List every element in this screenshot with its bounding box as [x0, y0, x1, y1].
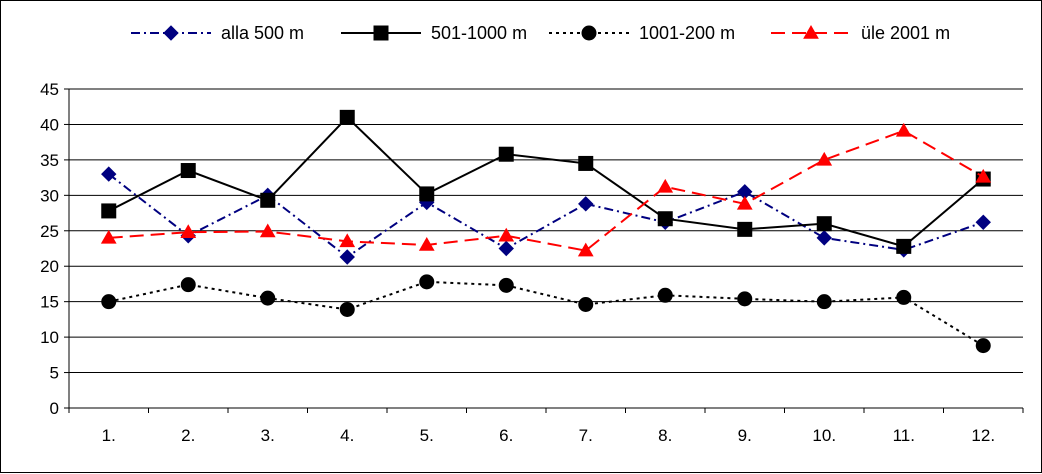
legend-item: 1001-200 m: [549, 23, 735, 43]
data-point: [736, 195, 753, 210]
data-point: [816, 151, 833, 166]
x-tick-label: 2.: [181, 426, 195, 445]
x-tick-label: 4.: [340, 426, 354, 445]
data-point: [816, 294, 832, 310]
x-tick-label: 9.: [738, 426, 752, 445]
series-line: [108, 173, 984, 259]
data-point: [259, 223, 276, 238]
legend-item: üle 2001 m: [771, 23, 950, 43]
y-tick-label: 30: [40, 186, 59, 205]
x-tick-label: 10.: [812, 426, 836, 445]
data-point: [895, 122, 912, 137]
data-point: [260, 290, 276, 306]
x-tick-label: 6.: [499, 426, 513, 445]
data-point: [339, 109, 355, 125]
data-point: [657, 287, 673, 303]
y-tick-label: 35: [40, 151, 59, 170]
y-tick-label: 0: [50, 399, 59, 418]
data-point: [101, 166, 117, 182]
data-point: [896, 289, 912, 305]
x-tick-label: 12.: [971, 426, 995, 445]
legend-item: alla 500 m: [131, 23, 304, 43]
legend-marker: [581, 25, 597, 41]
series-line: [108, 115, 984, 248]
data-point: [498, 146, 514, 162]
data-point: [578, 297, 594, 313]
y-tick-label: 40: [40, 115, 59, 134]
data-point: [975, 168, 992, 183]
data-point: [418, 236, 435, 251]
y-tick-label: 5: [50, 364, 59, 383]
x-tick-label: 5.: [420, 426, 434, 445]
legend-label: alla 500 m: [221, 23, 304, 43]
axes: 0 5 10 15 20 25 30 35 40 45 1. 2. 3. 4. 5. 6. 7. 8. 9. 10. 1…: [40, 80, 1024, 445]
data-point: [975, 338, 991, 354]
data-point: [737, 291, 753, 307]
legend-label: 501-1000 m: [431, 23, 527, 43]
legend-item: 501-1000 m: [341, 23, 527, 43]
x-tick-label: 11.: [893, 426, 915, 445]
data-point: [101, 294, 117, 310]
data-point: [180, 224, 197, 238]
data-point: [498, 240, 514, 257]
y-tick-label: 20: [40, 257, 59, 276]
y-tick-label: 25: [40, 222, 59, 241]
legend-marker: [163, 25, 179, 41]
data-point: [816, 230, 832, 246]
series-2: [101, 274, 991, 354]
x-tick-label: 3.: [261, 426, 275, 445]
data-point: [180, 163, 196, 179]
data-point: [975, 214, 991, 230]
series-0: [101, 166, 991, 265]
x-tick-label: 1.: [102, 426, 116, 445]
data-point: [737, 221, 753, 237]
data-point: [339, 249, 355, 265]
legend-label: üle 2001 m: [861, 23, 950, 43]
data-point: [498, 227, 515, 242]
legend-label: 1001-200 m: [639, 23, 735, 43]
data-point: [896, 238, 912, 254]
data-point: [577, 242, 594, 257]
data-point: [339, 233, 356, 248]
data-point: [578, 155, 594, 171]
x-tick-label: 7.: [579, 426, 593, 445]
data-point: [657, 211, 673, 227]
legend-marker: [373, 25, 389, 41]
data-point: [101, 203, 117, 219]
data-point: [100, 229, 117, 244]
data-point: [260, 192, 276, 208]
data-point: [578, 196, 594, 212]
y-tick-label: 15: [40, 293, 59, 312]
y-tick-label: 10: [40, 328, 59, 347]
y-tick-label: 45: [40, 80, 59, 99]
data-point: [657, 178, 674, 193]
series-line: [108, 129, 984, 252]
series-line: [108, 280, 984, 347]
data-point: [419, 186, 435, 202]
legend-marker: [803, 24, 819, 39]
data-point: [498, 277, 514, 293]
data-point: [816, 216, 832, 232]
series-3: [100, 122, 992, 257]
data-point: [180, 277, 196, 293]
data-point: [419, 274, 435, 290]
legend: alla 500 m 501-1000 m 1001-200 m üle 2001 m: [131, 23, 950, 43]
data-point: [339, 301, 355, 317]
series-lines: [100, 109, 992, 354]
grid-lines: [69, 88, 1023, 374]
x-tick-label: 8.: [658, 426, 672, 445]
